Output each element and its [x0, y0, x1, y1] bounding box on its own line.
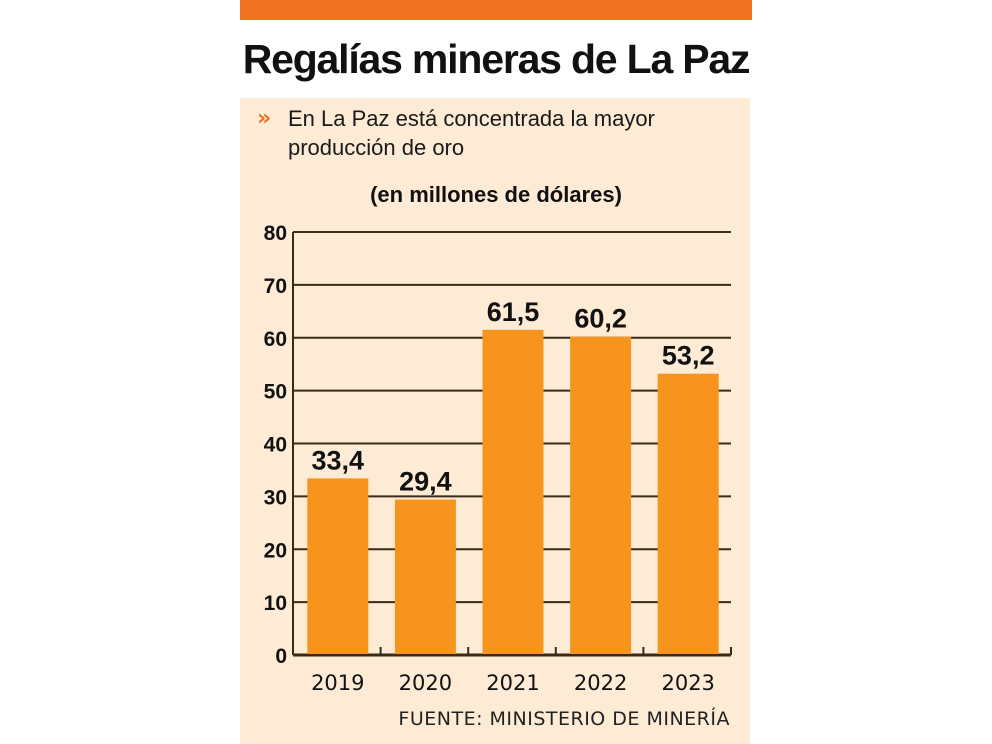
bar-2021 — [482, 329, 544, 654]
top-accent-bar — [240, 0, 752, 20]
chart-title: Regalías mineras de La Paz — [242, 36, 751, 82]
chart-subtitle: En La Paz está concentrada la mayor prod… — [288, 106, 655, 160]
source-note: FUENTE: MINISTERIO DE MINERÍA — [398, 708, 730, 730]
y-tick-label: 50 — [264, 381, 287, 404]
chevron-bullet-icon: » — [257, 106, 272, 131]
x-tick-label: 2022 — [574, 671, 627, 695]
data-label: 53,2 — [662, 341, 715, 371]
x-tick-label: 2021 — [486, 671, 539, 695]
data-label: 29,4 — [399, 467, 452, 497]
y-tick-label: 20 — [264, 539, 287, 562]
data-label: 60,2 — [574, 304, 627, 334]
data-label: 61,5 — [487, 297, 540, 327]
x-tick-label: 2020 — [399, 671, 452, 695]
x-tick-label: 2023 — [661, 671, 714, 695]
bar-2022 — [570, 336, 632, 654]
y-tick-label: 30 — [264, 486, 287, 509]
data-label: 33,4 — [312, 445, 365, 475]
y-tick-label: 10 — [264, 592, 287, 615]
y-tick-label: 40 — [264, 434, 287, 457]
x-tick-label: 2019 — [311, 671, 364, 695]
y-tick-label: 60 — [264, 328, 287, 351]
bar-2023 — [657, 373, 719, 654]
y-tick-label: 80 — [264, 222, 287, 245]
bar-2020 — [394, 499, 456, 654]
y-tick-label: 0 — [275, 645, 287, 668]
bar-2019 — [307, 478, 369, 654]
unit-label: (en millones de dólares) — [370, 182, 622, 207]
y-tick-label: 70 — [264, 275, 287, 298]
